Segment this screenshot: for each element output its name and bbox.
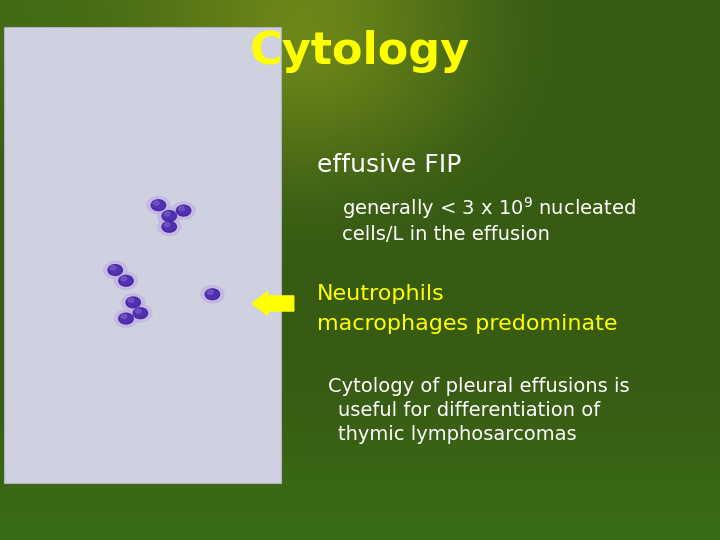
- Circle shape: [176, 205, 191, 216]
- Circle shape: [201, 286, 224, 303]
- Text: cells/L in the effusion: cells/L in the effusion: [342, 225, 550, 245]
- Circle shape: [205, 289, 220, 300]
- Text: useful for differentiation of: useful for differentiation of: [338, 401, 600, 420]
- Circle shape: [121, 314, 127, 319]
- Bar: [4, 27, 281, 483]
- Circle shape: [114, 310, 138, 327]
- Circle shape: [164, 212, 170, 216]
- Circle shape: [104, 261, 127, 279]
- Text: Cytology: Cytology: [250, 30, 470, 73]
- Circle shape: [172, 202, 195, 219]
- Circle shape: [126, 297, 140, 308]
- Circle shape: [110, 266, 116, 270]
- Text: Cytology of pleural effusions is: Cytology of pleural effusions is: [328, 376, 629, 396]
- Circle shape: [119, 313, 133, 324]
- Circle shape: [128, 298, 134, 302]
- Circle shape: [114, 272, 138, 289]
- Circle shape: [162, 211, 176, 221]
- Circle shape: [153, 201, 159, 205]
- Circle shape: [122, 294, 145, 311]
- Text: thymic lymphosarcomas: thymic lymphosarcomas: [338, 425, 577, 444]
- Circle shape: [162, 221, 176, 232]
- Text: generally < 3 x 10$^{9}$ nucleated: generally < 3 x 10$^{9}$ nucleated: [342, 195, 636, 221]
- Circle shape: [158, 218, 181, 235]
- Circle shape: [147, 197, 170, 214]
- Circle shape: [133, 308, 148, 319]
- Circle shape: [135, 309, 141, 313]
- Circle shape: [129, 305, 152, 322]
- Circle shape: [158, 207, 181, 225]
- Text: effusive FIP: effusive FIP: [317, 153, 462, 177]
- Circle shape: [151, 200, 166, 211]
- Text: macrophages predominate: macrophages predominate: [317, 314, 617, 334]
- Circle shape: [179, 206, 184, 211]
- Text: Neutrophils: Neutrophils: [317, 284, 444, 305]
- Circle shape: [108, 265, 122, 275]
- FancyArrow shape: [252, 292, 294, 315]
- Circle shape: [207, 290, 213, 294]
- Circle shape: [119, 275, 133, 286]
- Circle shape: [121, 276, 127, 281]
- Circle shape: [164, 222, 170, 227]
